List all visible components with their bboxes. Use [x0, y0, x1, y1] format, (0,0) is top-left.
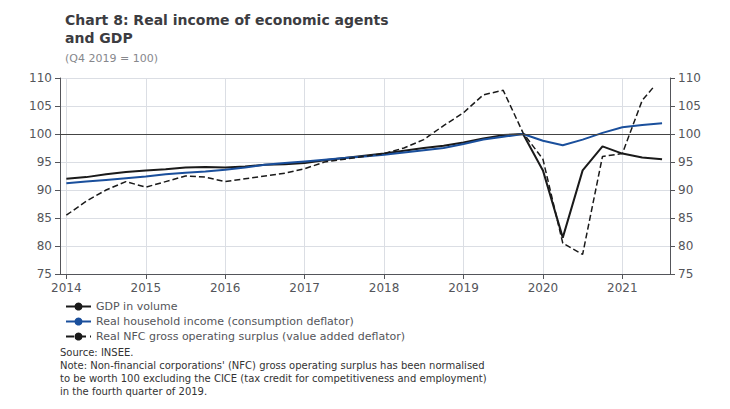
svg-text:2020: 2020: [528, 281, 559, 295]
svg-text:85: 85: [678, 211, 693, 225]
svg-text:95: 95: [37, 155, 52, 169]
svg-text:80: 80: [678, 239, 693, 253]
svg-text:90: 90: [678, 183, 693, 197]
svg-text:100: 100: [678, 127, 701, 141]
svg-text:110: 110: [29, 71, 52, 85]
svg-text:2016: 2016: [210, 281, 241, 295]
svg-text:Real household income (consump: Real household income (consumption defla…: [96, 315, 354, 328]
svg-text:Source: INSEE.: Source: INSEE.: [60, 347, 134, 358]
svg-text:2019: 2019: [448, 281, 479, 295]
svg-text:GDP in volume: GDP in volume: [96, 300, 178, 313]
svg-text:90: 90: [37, 183, 52, 197]
svg-text:105: 105: [29, 99, 52, 113]
svg-text:to be worth 100 excluding the: to be worth 100 excluding the CICE (tax …: [60, 373, 487, 384]
svg-text:(Q4 2019 = 100): (Q4 2019 = 100): [65, 52, 158, 65]
svg-text:2014: 2014: [51, 281, 82, 295]
svg-text:Real NFC gross operating surpl: Real NFC gross operating surplus (value …: [96, 330, 405, 343]
svg-text:85: 85: [37, 211, 52, 225]
svg-text:2021: 2021: [607, 281, 638, 295]
svg-text:80: 80: [37, 239, 52, 253]
svg-text:2015: 2015: [131, 281, 162, 295]
svg-text:in the fourth quarter of 2019.: in the fourth quarter of 2019.: [60, 386, 207, 397]
svg-text:75: 75: [37, 267, 52, 281]
svg-text:105: 105: [678, 99, 701, 113]
svg-text:100: 100: [29, 127, 52, 141]
svg-text:2018: 2018: [369, 281, 400, 295]
svg-text:Chart 8: Real income of econom: Chart 8: Real income of economic agents: [65, 12, 389, 28]
svg-text:Note: Non-financial corporatio: Note: Non-financial corporations' (NFC) …: [60, 360, 485, 371]
svg-text:2017: 2017: [289, 281, 320, 295]
svg-text:75: 75: [678, 267, 693, 281]
svg-text:95: 95: [678, 155, 693, 169]
svg-text:110: 110: [678, 71, 701, 85]
svg-text:and GDP: and GDP: [65, 30, 133, 46]
